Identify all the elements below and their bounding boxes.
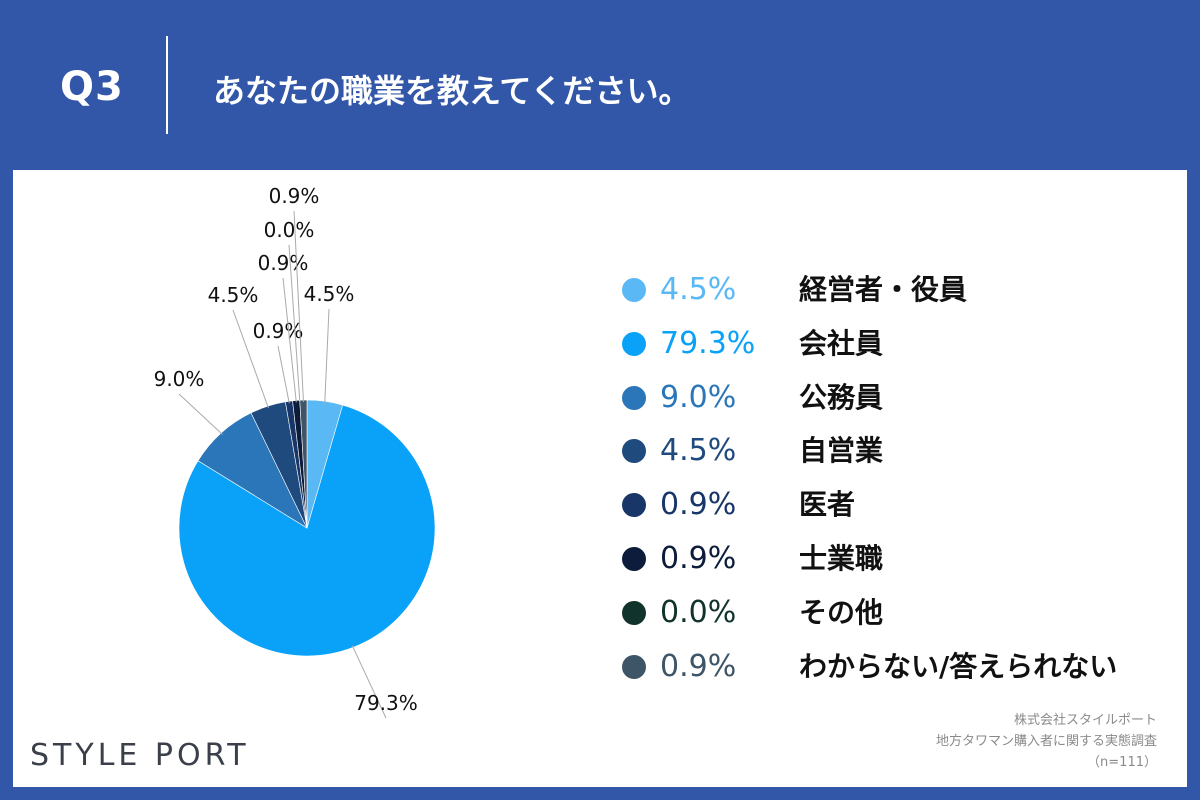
legend-percent: 79.3%	[660, 325, 756, 361]
legend-percent: 4.5%	[660, 272, 737, 307]
source-company: 株式会社スタイルポート	[1013, 713, 1157, 728]
legend-label: 会社員	[799, 326, 884, 360]
data-label: 0.9%	[258, 251, 309, 275]
header-divider	[166, 36, 168, 134]
leader-line	[288, 244, 301, 403]
header-bar: Q3 あなたの職業を教えてください。	[0, 0, 1200, 170]
data-label: 79.3%	[354, 691, 418, 715]
legend-swatch	[622, 493, 646, 518]
leader-line	[282, 277, 297, 403]
legend-label: 医者	[799, 488, 856, 522]
leader-line	[277, 345, 290, 404]
legend-swatch	[622, 654, 646, 679]
source-note: 株式会社スタイルポート 地方タワマン購入者に関する実態調査 （n=111）	[936, 710, 1157, 773]
leader-line	[351, 645, 387, 719]
legend-percent: 0.9%	[660, 540, 737, 576]
legend-label: その他	[799, 595, 884, 629]
legend-swatch	[622, 600, 646, 625]
legend-label: 士業職	[799, 541, 884, 575]
legend-swatch	[622, 331, 646, 356]
data-label: 9.0%	[154, 367, 205, 391]
legend-swatch	[622, 278, 646, 302]
data-label: 4.5%	[208, 283, 259, 307]
legend-label: 自営業	[799, 434, 884, 468]
legend-swatch	[622, 385, 646, 410]
source-survey: 地方タワマン購入者に関する実態調査	[935, 734, 1157, 749]
style-port-logo: STYLE PORT	[30, 738, 250, 773]
data-label: 4.5%	[304, 282, 355, 306]
leader-line	[324, 308, 330, 404]
legend-percent: 9.0%	[660, 379, 737, 415]
chart-panel: 4.5% 79.3% 9.0% 4.5% 0.9% 0.9% 0.0% 0.9% 4.5% 経営…	[13, 170, 1187, 787]
legend-percent: 0.0%	[660, 594, 737, 630]
leader-line	[178, 393, 223, 435]
legend-label: わからない/答えられない	[799, 649, 1118, 683]
legend-label: 公務員	[799, 380, 884, 414]
leader-line	[293, 210, 304, 403]
legend-label: 経営者・役員	[799, 273, 968, 306]
source-sample-size: （n=111）	[1087, 755, 1157, 770]
legend-swatch	[622, 439, 646, 464]
question-number: Q3	[60, 64, 124, 110]
data-label: 0.0%	[264, 218, 315, 242]
legend-percent: 0.9%	[660, 487, 737, 523]
data-label: 0.9%	[269, 184, 320, 208]
legend-percent: 0.9%	[660, 648, 737, 684]
leader-line	[232, 309, 269, 409]
legend-swatch	[622, 546, 646, 571]
legend-percent: 4.5%	[660, 433, 737, 469]
pie-chart: 4.5%79.3%9.0%4.5%0.9%0.9%0.0%0.9%	[154, 184, 436, 719]
question-title: あなたの職業を教えてください。	[213, 72, 691, 110]
